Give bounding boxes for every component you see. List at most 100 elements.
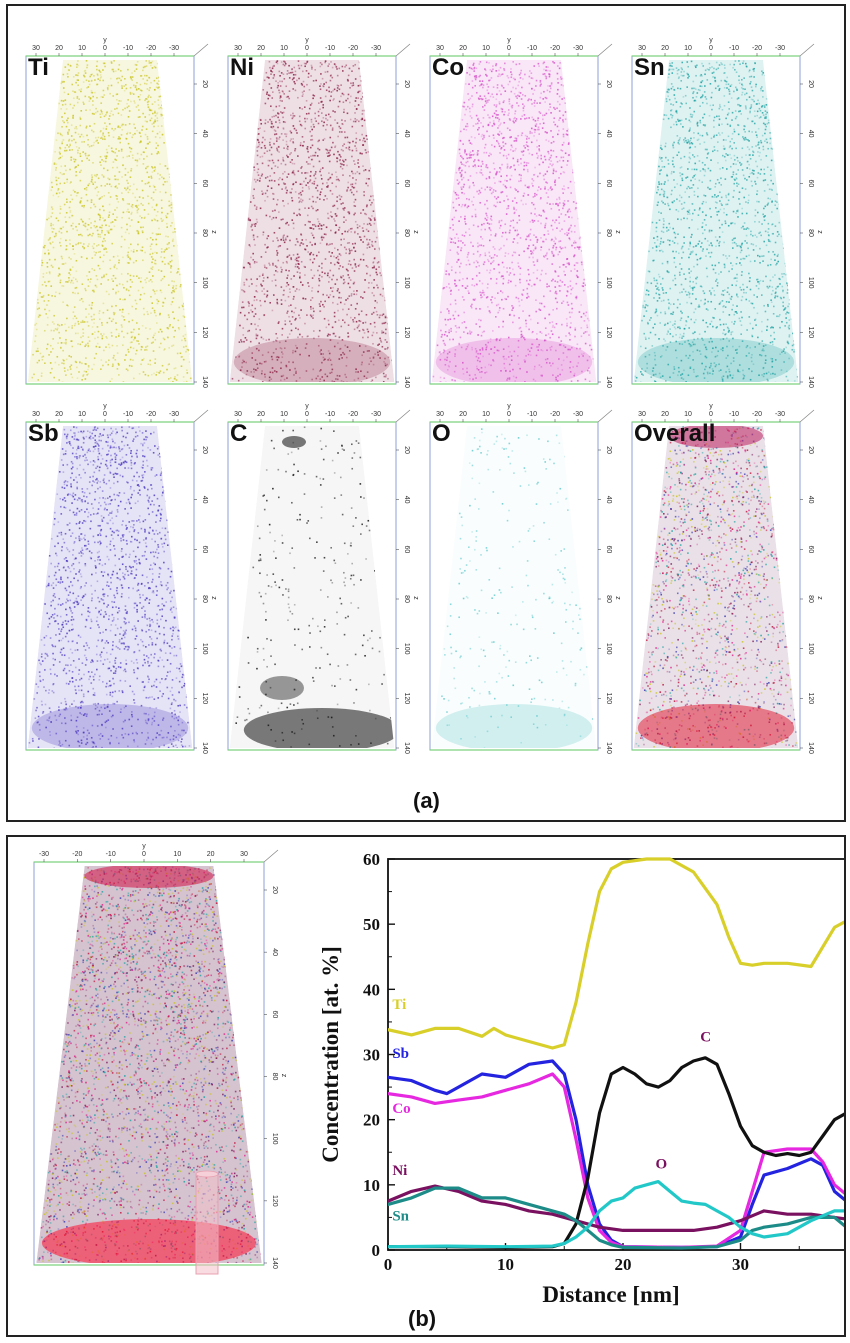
y-axis-letter: y xyxy=(103,403,107,410)
side-axis-tick: 100 xyxy=(807,643,814,655)
top-axis-tick: 10 xyxy=(173,851,181,858)
y-axis-letter: y xyxy=(305,37,309,44)
top-axis-tick: 0 xyxy=(103,45,107,52)
specimen-tip xyxy=(229,60,395,382)
top-axis-tick: 20 xyxy=(661,45,669,52)
side-axis-tick: 80 xyxy=(605,229,612,237)
side-axis-tick: 20 xyxy=(201,446,208,454)
top-axis-tick: 10 xyxy=(78,45,86,52)
side-axis-tick: 80 xyxy=(605,595,612,603)
side-axis-tick: 20 xyxy=(271,886,278,894)
top-axis-tick: -20 xyxy=(752,45,762,52)
side-axis-tick: 80 xyxy=(807,595,814,603)
side-axis-tick: 140 xyxy=(807,376,814,388)
side-axis-tick: 20 xyxy=(201,80,208,88)
series-label-co: Co xyxy=(392,1101,410,1117)
top-axis-tick: -30 xyxy=(775,45,785,52)
y-axis-letter: y xyxy=(507,403,511,410)
top-axis-tick: -30 xyxy=(169,45,179,52)
top-axis-tick: 30 xyxy=(234,411,242,418)
series-line-ti xyxy=(388,857,844,1050)
z-axis-letter: z xyxy=(614,596,621,600)
y-tick-label: 50 xyxy=(363,915,380,934)
top-axis-tick: -20 xyxy=(146,45,156,52)
element-label: Ni xyxy=(230,54,254,81)
top-axis-tick: -30 xyxy=(573,411,583,418)
side-axis-tick: 20 xyxy=(807,446,814,454)
atom-map-svg: -30 -20 -10 0 10 20 30 y 20 40 60 80 100 120 140 z xyxy=(33,843,287,1275)
top-axis-tick: 30 xyxy=(436,45,444,52)
element-map-o: 30 20 10 0 -10 -20 -30 y 20 40 60 80 100 120 140 z O xyxy=(424,402,624,762)
side-axis-tick: 40 xyxy=(201,496,208,504)
z-axis-letter: z xyxy=(816,596,823,600)
top-axis-tick: 0 xyxy=(507,45,511,52)
top-axis-tick: 30 xyxy=(234,45,242,52)
side-axis-tick: 140 xyxy=(807,742,814,754)
y-axis-letter: y xyxy=(709,37,713,44)
x-tick-label: 20 xyxy=(615,1255,632,1274)
top-axis-tick: -10 xyxy=(106,851,116,858)
specimen-tip xyxy=(27,60,193,382)
y-axis-letter: y xyxy=(103,37,107,44)
y-tick-label: 60 xyxy=(363,850,380,869)
side-axis-tick: 40 xyxy=(271,948,278,956)
concentration-profile-chart: 0102030405060010203040Distance [nm]Conce… xyxy=(304,845,844,1315)
y-tick-label: 20 xyxy=(363,1111,380,1130)
side-axis-tick: 140 xyxy=(201,742,208,754)
top-axis-tick: 20 xyxy=(257,411,265,418)
top-axis-tick: 20 xyxy=(257,45,265,52)
side-axis-tick: 40 xyxy=(605,496,612,504)
top-axis-tick: 30 xyxy=(638,411,646,418)
side-axis-tick: 40 xyxy=(403,130,410,138)
side-axis-tick: 120 xyxy=(403,692,410,704)
element-label: C xyxy=(230,420,248,447)
y-tick-label: 30 xyxy=(363,1046,380,1065)
top-axis-tick: 10 xyxy=(684,411,692,418)
x-tick-label: 30 xyxy=(732,1255,749,1274)
side-axis-tick: 100 xyxy=(605,277,612,289)
z-axis-letter: z xyxy=(280,1074,287,1078)
side-axis-tick: 60 xyxy=(807,545,814,553)
z-axis-letter: z xyxy=(412,596,419,600)
side-axis-tick: 20 xyxy=(807,80,814,88)
top-axis-tick: 10 xyxy=(482,45,490,52)
side-axis-tick: 100 xyxy=(201,643,208,655)
side-axis-tick: 40 xyxy=(807,130,814,138)
series-label-o: O xyxy=(656,1157,668,1173)
z-axis-letter: z xyxy=(412,230,419,234)
top-axis-tick: 10 xyxy=(280,45,288,52)
roi-cylinder xyxy=(195,1173,219,1275)
x-tick-label: 0 xyxy=(384,1255,393,1274)
side-axis-tick: 60 xyxy=(201,545,208,553)
side-axis-tick: 60 xyxy=(807,179,814,187)
element-map-sn: 30 20 10 0 -10 -20 -30 y 20 40 60 80 100 120 140 z Sn xyxy=(626,36,826,396)
plot-frame xyxy=(387,858,844,1251)
specimen-tip xyxy=(230,426,395,748)
top-axis-tick: 0 xyxy=(305,411,309,418)
top-axis-tick: 20 xyxy=(459,45,467,52)
series-label-ni: Ni xyxy=(392,1163,407,1179)
x-axis-label: Distance [nm] xyxy=(542,1282,679,1307)
side-axis-tick: 120 xyxy=(807,692,814,704)
top-axis-tick: 10 xyxy=(280,411,288,418)
top-axis-tick: -20 xyxy=(348,411,358,418)
y-tick-label: 0 xyxy=(372,1241,381,1260)
side-axis-tick: 60 xyxy=(605,179,612,187)
top-axis-tick: 20 xyxy=(55,411,63,418)
side-axis-tick: 80 xyxy=(201,595,208,603)
side-axis-tick: 140 xyxy=(605,742,612,754)
top-axis-tick: -10 xyxy=(123,45,133,52)
side-axis-tick: 140 xyxy=(403,376,410,388)
series-line-sb xyxy=(388,1059,844,1249)
top-axis-tick: 30 xyxy=(32,45,40,52)
top-axis-tick: -20 xyxy=(348,45,358,52)
element-label: O xyxy=(432,420,451,447)
reconstruction-with-roi-cylinder: -30 -20 -10 0 10 20 30 y 20 40 60 80 100 120 140 z xyxy=(28,842,290,1277)
element-map-overall: 30 20 10 0 -10 -20 -30 y 20 40 60 80 100 120 140 z Overa… xyxy=(626,402,826,762)
series-label-c: C xyxy=(700,1029,711,1045)
side-axis-tick: 140 xyxy=(403,742,410,754)
y-tick-label: 40 xyxy=(363,980,380,999)
